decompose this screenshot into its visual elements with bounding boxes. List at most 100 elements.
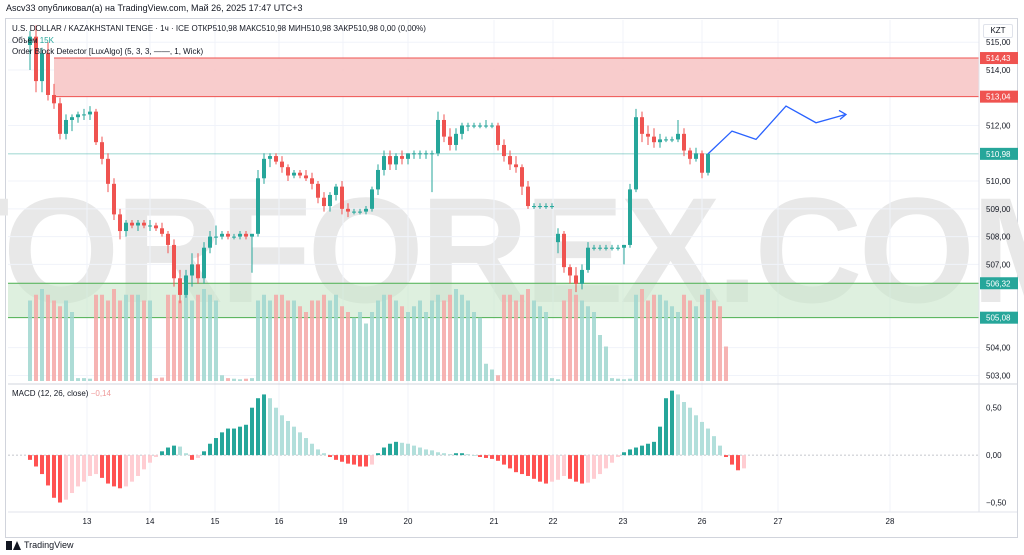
volume-bar — [346, 312, 350, 381]
volume-bar — [100, 294, 104, 381]
candle — [574, 267, 578, 293]
candle — [526, 181, 530, 209]
candle — [28, 31, 32, 70]
candle — [178, 269, 182, 304]
candle — [538, 203, 542, 209]
candle-body — [634, 117, 638, 190]
volume-bar — [460, 294, 464, 381]
macd-bar — [472, 455, 476, 456]
candle-body — [166, 233, 170, 245]
candle-body — [706, 153, 710, 173]
volume-bar — [694, 306, 698, 381]
indicator-legend[interactable]: Order Block Detector [LuxAlgo] (5, 3, 3,… — [12, 47, 204, 56]
candle-body — [448, 136, 452, 145]
volume-bar — [214, 300, 218, 381]
volume-bar — [652, 294, 656, 381]
currency-button[interactable]: KZT — [983, 24, 1013, 38]
macd-bar — [742, 455, 746, 469]
candle — [640, 111, 644, 143]
candle-body — [286, 167, 290, 176]
candle-body — [358, 211, 362, 213]
candle — [394, 153, 398, 170]
candle-body — [658, 139, 662, 143]
candle-body — [562, 233, 566, 268]
candle — [256, 169, 260, 237]
candle — [172, 239, 176, 287]
bearish-order-block — [54, 58, 979, 97]
volume-bar — [586, 306, 590, 381]
candle — [316, 181, 320, 204]
candle — [460, 122, 464, 140]
volume-bar — [190, 300, 194, 381]
volume-legend[interactable]: Объем 15K — [12, 36, 54, 45]
candle-body — [472, 125, 476, 127]
volume-bar — [148, 300, 152, 381]
candle — [418, 150, 422, 159]
volume-bar — [88, 378, 92, 381]
volume-bar — [670, 306, 674, 381]
macd-bar — [496, 455, 500, 461]
macd-bar — [652, 441, 656, 456]
candle-body — [700, 153, 704, 173]
volume-bar — [628, 378, 632, 381]
volume-bar — [658, 294, 662, 381]
macd-bar — [670, 390, 674, 456]
candle-body — [148, 225, 152, 227]
candle — [124, 219, 128, 237]
candle — [484, 119, 488, 129]
macd-bar — [148, 455, 152, 463]
high-label: МАКС — [239, 24, 262, 33]
macd-bar — [322, 453, 326, 456]
volume-bar — [352, 317, 356, 381]
time-axis-label: 21 — [490, 517, 499, 526]
candle — [208, 231, 212, 254]
macd-bar — [202, 451, 206, 456]
candle-body — [178, 278, 182, 295]
volume-bar — [280, 294, 284, 381]
macd-bar — [316, 449, 320, 456]
close-label: ЗАКР — [333, 24, 354, 33]
candle — [226, 231, 230, 240]
volume-bar — [556, 379, 560, 381]
macd-axis-label: 0,00 — [986, 451, 1002, 460]
macd-bar — [100, 455, 104, 478]
price-tag-text: 514,43 — [986, 54, 1011, 63]
candle-body — [82, 114, 86, 116]
macd-bar — [256, 398, 260, 456]
price-tag: 506,32 — [980, 277, 1018, 290]
volume-bar — [562, 300, 566, 381]
candle — [34, 25, 38, 93]
candle-body — [304, 175, 308, 179]
volume-bar — [178, 300, 182, 381]
volume-bar — [226, 378, 230, 381]
volume-bar — [388, 294, 392, 381]
candle-body — [586, 247, 590, 270]
macd-bar — [616, 455, 620, 458]
volume-bar — [724, 346, 728, 381]
candle — [490, 122, 494, 129]
macd-bar — [700, 421, 704, 456]
volume-bar — [376, 300, 380, 381]
candle-body — [424, 153, 428, 155]
candle-body — [676, 133, 680, 140]
candle — [346, 203, 350, 218]
candle-body — [256, 178, 260, 234]
candle-body — [154, 225, 158, 229]
candle-body — [292, 172, 296, 176]
macd-bar — [490, 455, 494, 459]
volume-bar — [484, 363, 488, 381]
candle-body — [202, 247, 206, 279]
low-label: МИН — [288, 24, 307, 33]
macd-legend[interactable]: MACD (12, 26, close) −0,14 — [12, 389, 111, 398]
macd-bar — [346, 455, 350, 464]
macd-bar — [154, 455, 158, 458]
price-tag: 505,08 — [980, 311, 1018, 324]
macd-bar — [622, 452, 626, 456]
macd-bar — [394, 441, 398, 456]
candle-body — [520, 167, 524, 187]
price-tag: 513,04 — [980, 90, 1018, 103]
candle-body — [274, 156, 278, 162]
candle-body — [496, 125, 500, 145]
candle — [160, 222, 164, 237]
